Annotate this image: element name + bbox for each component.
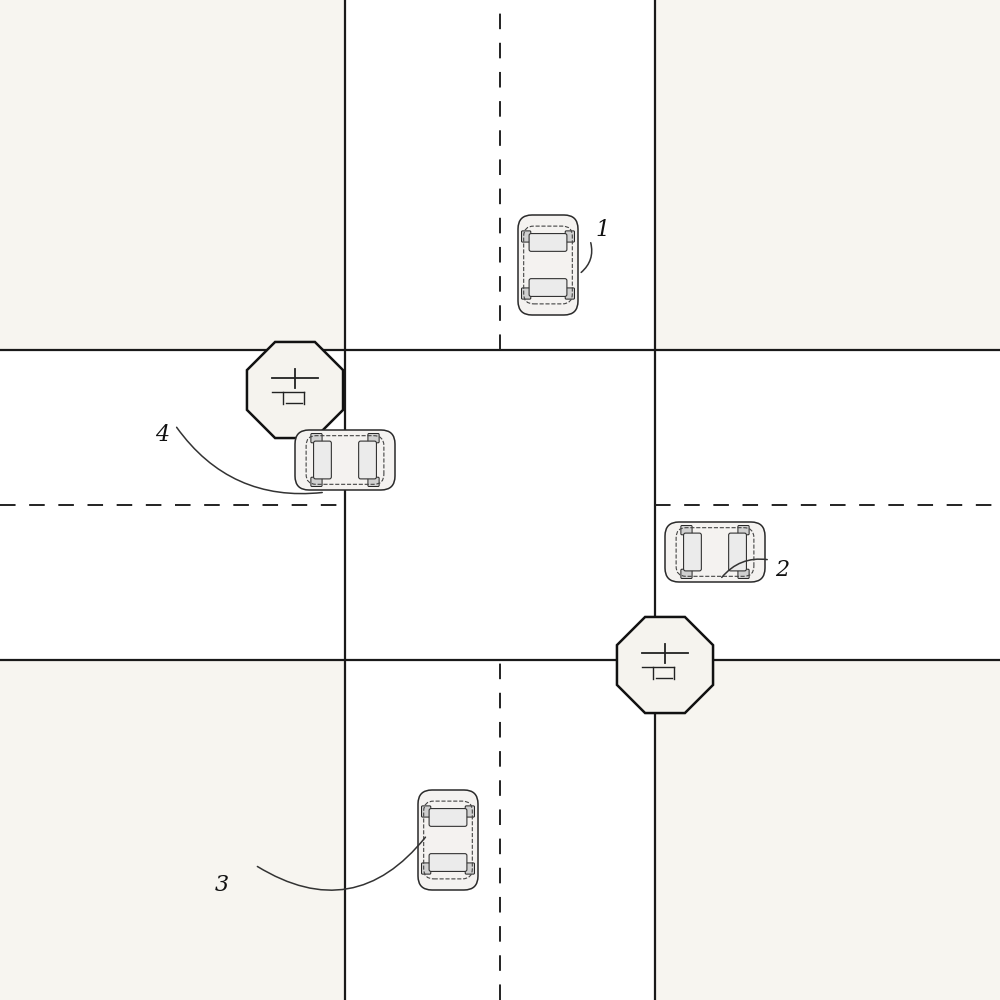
FancyBboxPatch shape — [738, 526, 749, 535]
FancyBboxPatch shape — [522, 231, 531, 242]
FancyBboxPatch shape — [684, 533, 701, 571]
FancyBboxPatch shape — [465, 863, 474, 874]
Text: 2: 2 — [775, 559, 789, 581]
FancyBboxPatch shape — [314, 441, 331, 479]
FancyBboxPatch shape — [529, 279, 567, 296]
FancyBboxPatch shape — [729, 533, 746, 571]
FancyBboxPatch shape — [681, 526, 692, 535]
Bar — [345, 0, 655, 1000]
FancyBboxPatch shape — [311, 477, 322, 486]
Polygon shape — [247, 342, 343, 438]
FancyBboxPatch shape — [565, 288, 574, 299]
FancyBboxPatch shape — [429, 809, 467, 826]
FancyBboxPatch shape — [665, 522, 765, 582]
FancyBboxPatch shape — [429, 854, 467, 871]
FancyBboxPatch shape — [368, 434, 379, 443]
FancyBboxPatch shape — [518, 215, 578, 315]
FancyBboxPatch shape — [422, 806, 431, 817]
FancyBboxPatch shape — [368, 477, 379, 486]
FancyBboxPatch shape — [422, 863, 431, 874]
FancyBboxPatch shape — [465, 806, 474, 817]
FancyBboxPatch shape — [311, 434, 322, 443]
FancyBboxPatch shape — [359, 441, 376, 479]
FancyBboxPatch shape — [418, 790, 478, 890]
Text: 1: 1 — [595, 219, 609, 241]
Text: 3: 3 — [215, 874, 229, 896]
FancyBboxPatch shape — [738, 569, 749, 578]
Text: 4: 4 — [155, 424, 169, 446]
FancyBboxPatch shape — [565, 231, 574, 242]
FancyBboxPatch shape — [522, 288, 531, 299]
FancyBboxPatch shape — [529, 234, 567, 251]
Polygon shape — [617, 617, 713, 713]
FancyBboxPatch shape — [681, 569, 692, 578]
Bar — [0, 350, 1000, 660]
FancyBboxPatch shape — [295, 430, 395, 490]
